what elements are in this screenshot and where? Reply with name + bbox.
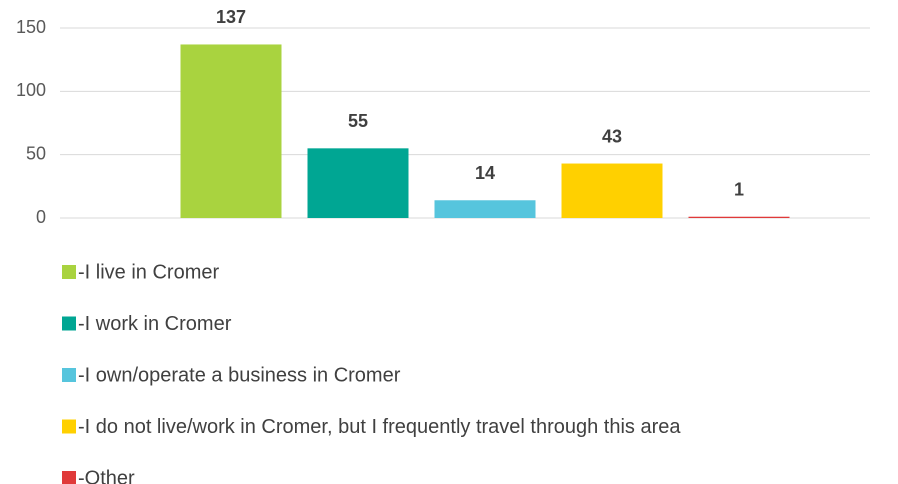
legend-swatch <box>62 316 76 331</box>
y-tick-label: 0 <box>36 207 46 227</box>
legend-swatch <box>62 265 76 279</box>
bar <box>688 216 790 218</box>
bar <box>561 163 663 218</box>
bar <box>180 44 282 218</box>
y-tick-label: 150 <box>16 17 46 37</box>
legend-label: -I do not live/work in Cromer, but I fre… <box>78 416 681 438</box>
value-label: 55 <box>348 111 368 131</box>
value-label: 43 <box>602 126 622 146</box>
bar <box>434 200 536 218</box>
legend-label: -I live in Cromer <box>78 261 219 283</box>
y-tick-label: 100 <box>16 80 46 100</box>
bar <box>307 148 409 218</box>
y-tick-label: 50 <box>26 143 46 163</box>
value-label: 14 <box>475 163 495 183</box>
legend-swatch <box>62 419 76 434</box>
legend-label: -I work in Cromer <box>78 313 232 335</box>
legend-swatch <box>62 368 76 382</box>
legend-label: -I own/operate a business in Cromer <box>78 364 401 386</box>
value-label: 1 <box>734 179 744 199</box>
legend-swatch <box>62 471 76 484</box>
legend-label: -Other <box>78 467 135 484</box>
value-label: 137 <box>216 7 246 27</box>
